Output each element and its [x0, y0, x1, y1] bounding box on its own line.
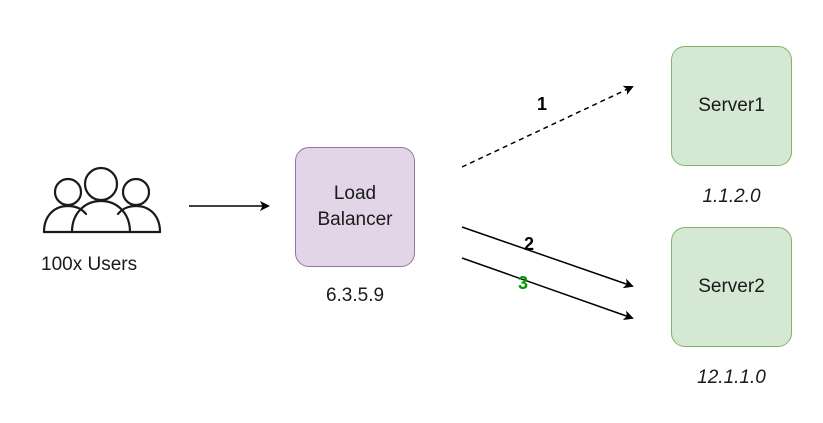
server1-node: Server1: [671, 46, 792, 166]
arrow-3-label: 3: [518, 273, 529, 293]
load-balancer-label-line1: Load: [333, 183, 377, 205]
user-right-body-icon: [116, 204, 162, 234]
server2-ip: 12.1.1.0: [697, 367, 766, 388]
user-center-head-icon: [83, 166, 119, 202]
arrow-2-lb-to-server2: [461, 226, 634, 289]
arrow-1-label: 1: [537, 94, 548, 114]
server1-ip: 1.1.2.0: [702, 186, 761, 207]
user-left-head-icon: [53, 177, 83, 207]
users-label: 100x Users: [41, 254, 138, 275]
arrow-3-lb-to-server2: [461, 257, 634, 321]
server2-node: Server2: [671, 227, 792, 347]
user-left-body-icon: [42, 204, 88, 234]
arrow-1-lb-to-server1: [461, 85, 634, 168]
arrow-2-label: 2: [524, 234, 535, 254]
load-balancer-ip: 6.3.5.9: [325, 285, 385, 306]
server2-label: Server2: [698, 276, 765, 298]
server1-label: Server1: [698, 95, 765, 117]
users-group-icon: [42, 166, 162, 234]
load-balancer-label-line2: Balancer: [317, 209, 393, 230]
load-balancer-node: Load Balancer: [295, 147, 415, 267]
user-right-head-icon: [121, 177, 151, 207]
user-center-body-icon: [70, 199, 132, 234]
